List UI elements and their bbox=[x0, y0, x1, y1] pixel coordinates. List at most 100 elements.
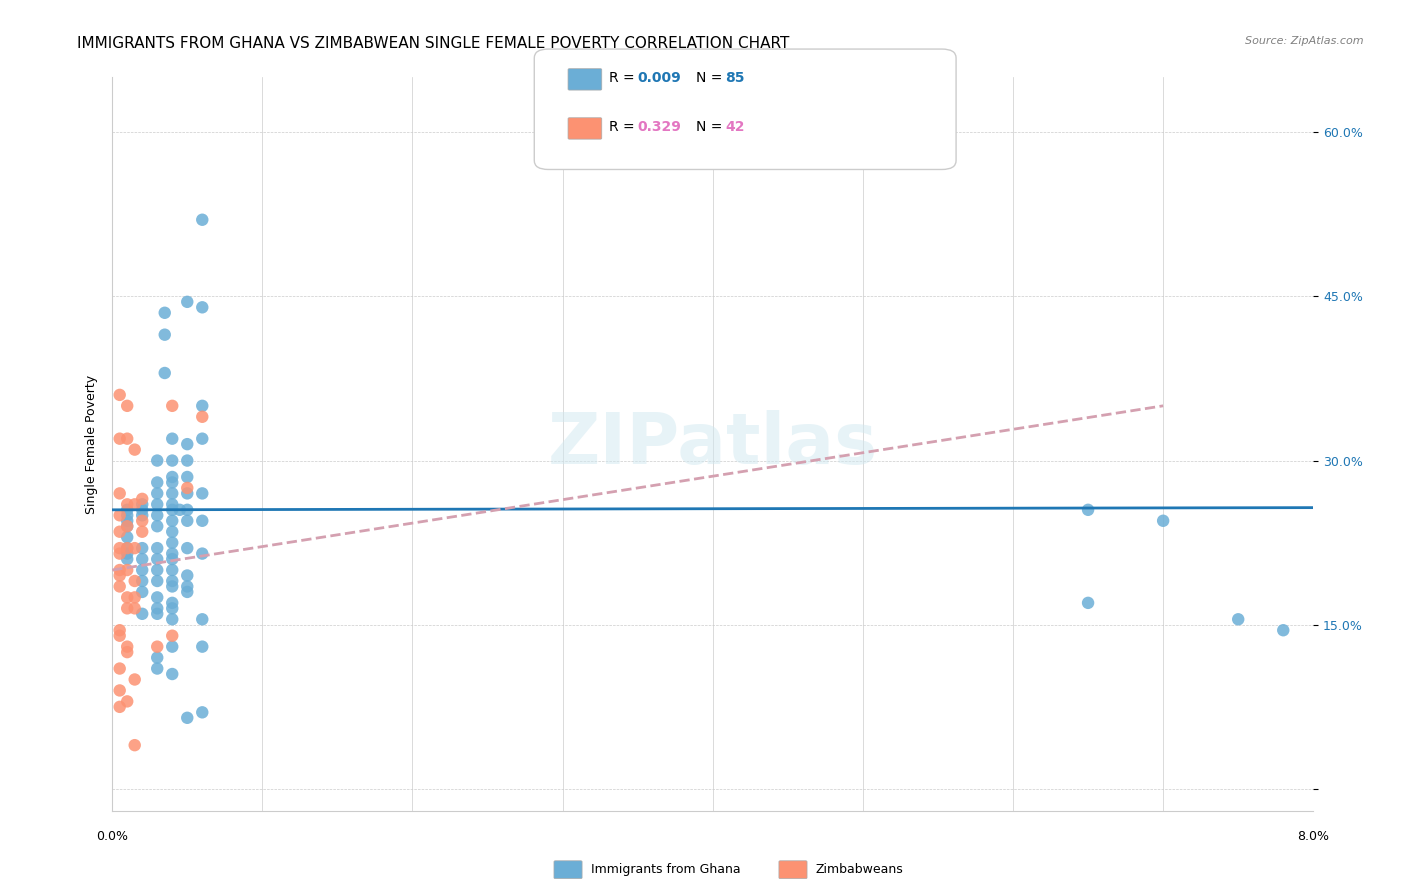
Point bbox=[131, 524, 153, 539]
Point bbox=[162, 486, 184, 500]
Point bbox=[146, 661, 169, 675]
Point bbox=[124, 541, 146, 555]
Point bbox=[191, 547, 214, 561]
Text: N =: N = bbox=[696, 71, 727, 86]
Point bbox=[115, 530, 138, 544]
Point bbox=[115, 552, 138, 566]
Point bbox=[146, 640, 169, 654]
Point bbox=[1227, 612, 1250, 626]
Point bbox=[146, 497, 169, 511]
Point bbox=[131, 541, 153, 555]
Point bbox=[162, 453, 184, 467]
Point bbox=[115, 503, 138, 517]
Point bbox=[108, 629, 131, 643]
Point bbox=[162, 497, 184, 511]
Point bbox=[115, 591, 138, 605]
Point bbox=[162, 574, 184, 588]
Point bbox=[176, 503, 198, 517]
Point bbox=[162, 596, 184, 610]
Point bbox=[191, 514, 214, 528]
Point bbox=[146, 607, 169, 621]
Text: ZIPatlas: ZIPatlas bbox=[548, 409, 877, 479]
Point bbox=[162, 601, 184, 615]
Point bbox=[162, 535, 184, 549]
Point bbox=[162, 612, 184, 626]
Point bbox=[108, 508, 131, 523]
Point bbox=[108, 624, 131, 638]
Point bbox=[162, 552, 184, 566]
Point bbox=[176, 579, 198, 593]
Point bbox=[115, 432, 138, 446]
Point bbox=[124, 601, 146, 615]
Point bbox=[146, 541, 169, 555]
Point bbox=[176, 470, 198, 484]
Point bbox=[115, 508, 138, 523]
Point bbox=[108, 547, 131, 561]
Point bbox=[115, 497, 138, 511]
Point bbox=[146, 563, 169, 577]
Point bbox=[115, 645, 138, 659]
Point bbox=[162, 470, 184, 484]
Point bbox=[108, 579, 131, 593]
Point bbox=[176, 294, 198, 309]
Point bbox=[146, 552, 169, 566]
Point bbox=[162, 547, 184, 561]
Point bbox=[108, 568, 131, 582]
Point bbox=[131, 508, 153, 523]
Point bbox=[162, 579, 184, 593]
Point bbox=[191, 612, 214, 626]
Point bbox=[124, 673, 146, 687]
Point bbox=[191, 432, 214, 446]
Point bbox=[162, 640, 184, 654]
Point bbox=[108, 683, 131, 698]
Point bbox=[162, 503, 184, 517]
Point bbox=[146, 601, 169, 615]
Point bbox=[146, 486, 169, 500]
Point bbox=[176, 541, 198, 555]
Point bbox=[131, 574, 153, 588]
Point bbox=[153, 306, 176, 320]
Text: Zimbabweans: Zimbabweans bbox=[815, 863, 903, 876]
Point bbox=[108, 486, 131, 500]
Point bbox=[108, 388, 131, 402]
Point bbox=[176, 711, 198, 725]
Point bbox=[191, 399, 214, 413]
Text: R =: R = bbox=[609, 71, 638, 86]
Point bbox=[115, 541, 138, 555]
Point bbox=[153, 327, 176, 342]
Point bbox=[115, 514, 138, 528]
Point bbox=[131, 607, 153, 621]
Point bbox=[176, 568, 198, 582]
Text: Source: ZipAtlas.com: Source: ZipAtlas.com bbox=[1246, 36, 1364, 45]
Point bbox=[176, 486, 198, 500]
Point bbox=[1272, 624, 1295, 638]
Text: 0.0%: 0.0% bbox=[96, 830, 128, 843]
Point bbox=[162, 514, 184, 528]
Point bbox=[191, 640, 214, 654]
Point bbox=[108, 661, 131, 675]
Point bbox=[162, 399, 184, 413]
Point bbox=[162, 629, 184, 643]
Point bbox=[169, 503, 191, 517]
Point bbox=[1077, 503, 1099, 517]
Point bbox=[1152, 514, 1174, 528]
Point bbox=[162, 524, 184, 539]
Text: IMMIGRANTS FROM GHANA VS ZIMBABWEAN SINGLE FEMALE POVERTY CORRELATION CHART: IMMIGRANTS FROM GHANA VS ZIMBABWEAN SING… bbox=[77, 36, 790, 51]
Text: N =: N = bbox=[696, 120, 727, 134]
Point bbox=[124, 574, 146, 588]
Point bbox=[115, 399, 138, 413]
Point bbox=[162, 563, 184, 577]
Point bbox=[115, 601, 138, 615]
Point bbox=[108, 541, 131, 555]
Point bbox=[108, 563, 131, 577]
Point bbox=[115, 519, 138, 533]
Text: 0.329: 0.329 bbox=[637, 120, 681, 134]
Text: 42: 42 bbox=[725, 120, 745, 134]
Point bbox=[153, 366, 176, 380]
Point bbox=[176, 437, 198, 451]
Point bbox=[124, 442, 146, 457]
Point bbox=[108, 432, 131, 446]
Point bbox=[162, 667, 184, 681]
Y-axis label: Single Female Poverty: Single Female Poverty bbox=[86, 375, 98, 514]
Point bbox=[176, 585, 198, 599]
